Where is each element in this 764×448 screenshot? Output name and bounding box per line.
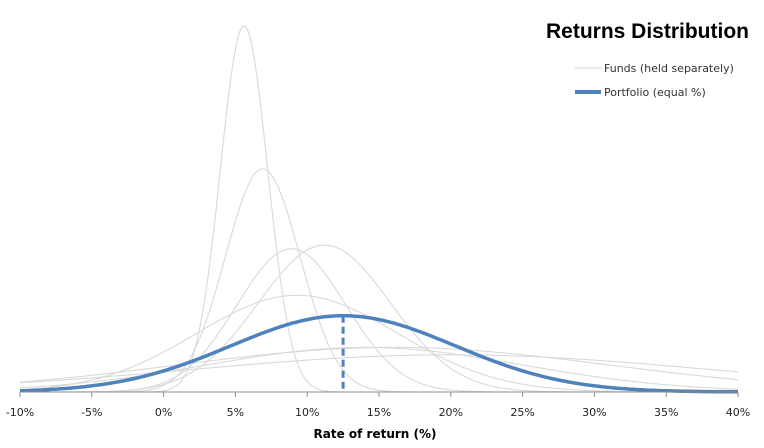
x-tick-label: -5% <box>81 406 102 419</box>
fund-curve-5 <box>19 294 738 393</box>
x-tick-label: 35% <box>654 406 678 419</box>
x-tick-label: 5% <box>227 406 244 419</box>
x-tick-label: -10% <box>6 406 34 419</box>
x-tick-label: 30% <box>582 406 606 419</box>
legend: Funds (held separately) Portfolio (equal… <box>575 62 734 99</box>
x-axis-ticks: -10% -5% 0% 5% 10% 15% 20% 25% 30% 35% 40% <box>6 392 750 419</box>
x-tick-label: 0% <box>155 406 172 419</box>
fund-curve-1 <box>20 25 738 393</box>
fund-curve-2 <box>20 168 738 393</box>
fund-curves <box>19 25 739 393</box>
portfolio-group <box>19 313 738 394</box>
x-tick-label: 25% <box>510 406 534 419</box>
chart-title: Returns Distribution <box>546 20 749 43</box>
fund-curve-8 <box>19 354 739 384</box>
portfolio-curve <box>19 313 738 394</box>
legend-funds-label: Funds (held separately) <box>604 62 734 75</box>
fund-curve-7 <box>19 346 739 383</box>
x-tick-label: 10% <box>295 406 319 419</box>
x-tick-label: 40% <box>726 406 750 419</box>
legend-portfolio-label: Portfolio (equal %) <box>604 86 706 99</box>
x-tick-label: 15% <box>367 406 391 419</box>
x-tick-label: 20% <box>439 406 463 419</box>
x-axis-title: Rate of return (%) <box>314 427 437 441</box>
